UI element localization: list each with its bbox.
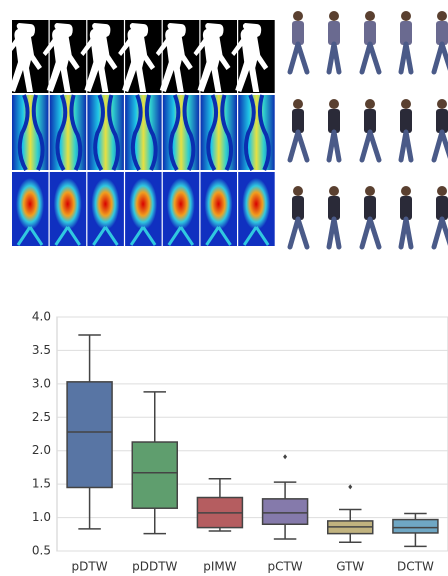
person-legs: [290, 132, 307, 160]
person-body: [328, 109, 340, 133]
box: [263, 499, 308, 524]
heat-blob: [16, 178, 44, 230]
person-body: [292, 196, 304, 220]
person-legs: [401, 132, 411, 160]
person-body: [292, 21, 304, 45]
plot-area: [57, 317, 448, 551]
person-head: [293, 11, 303, 21]
person-body: [292, 109, 304, 133]
y-tick-label: 3.0: [32, 376, 51, 390]
person-body: [400, 21, 412, 45]
person-legs: [362, 44, 379, 72]
heat-blob: [54, 178, 82, 230]
y-tick-label: 4.0: [32, 310, 51, 324]
person-legs: [401, 219, 411, 247]
person-body: [364, 109, 376, 133]
person-head: [437, 186, 447, 196]
heat-blob: [167, 178, 195, 230]
y-tick-label: 1.5: [32, 477, 51, 491]
person-head: [293, 186, 303, 196]
person-head: [437, 99, 447, 109]
person-head: [293, 99, 303, 109]
person-head: [401, 186, 411, 196]
person-head: [365, 186, 375, 196]
person-body: [400, 196, 412, 220]
box: [132, 442, 177, 508]
x-tick-label: GTW: [336, 560, 364, 574]
heat-blob: [91, 178, 119, 230]
person-body: [364, 196, 376, 220]
x-tick-label: pIMW: [203, 560, 237, 574]
person-legs: [401, 44, 411, 72]
person-head: [401, 11, 411, 21]
person-body: [328, 196, 340, 220]
box: [67, 382, 112, 488]
image-panels: [5, 11, 448, 247]
person-legs: [329, 219, 339, 247]
person-legs: [434, 132, 448, 160]
page: {"chart_data": {"type": "box", "categori…: [0, 0, 448, 576]
y-tick-label: 0.5: [32, 544, 51, 558]
person-legs: [329, 132, 339, 160]
person-head: [329, 99, 339, 109]
person-legs: [329, 44, 339, 72]
heat-blob: [242, 178, 270, 230]
y-tick-label: 2.0: [32, 443, 51, 457]
figure: 0.5 1.0 1.5 2.0 2.5 3.0 3.5 4.0 pDTW pDDTW pIMW pCT…: [0, 0, 448, 576]
y-tick-label: 2.5: [32, 410, 51, 424]
heat-blob: [205, 178, 233, 230]
person-head: [329, 186, 339, 196]
person-head: [401, 99, 411, 109]
person-head: [365, 11, 375, 21]
person-head: [329, 11, 339, 21]
person-legs: [362, 132, 379, 160]
person-legs: [290, 44, 307, 72]
person-body: [436, 21, 448, 45]
y-tick-label: 1.0: [32, 510, 51, 524]
x-tick-label: pDTW: [72, 560, 108, 574]
person-body: [328, 21, 340, 45]
person-head: [437, 11, 447, 21]
x-tick-label: pDDTW: [132, 560, 177, 574]
person-legs: [362, 219, 379, 247]
person-body: [436, 196, 448, 220]
person-body: [364, 21, 376, 45]
person-legs: [434, 219, 448, 247]
person-head: [365, 99, 375, 109]
box: [393, 520, 438, 533]
x-tick-label: DCTW: [397, 560, 434, 574]
person-body: [400, 109, 412, 133]
person-body: [436, 109, 448, 133]
person-legs: [434, 44, 448, 72]
box-plot: 0.5 1.0 1.5 2.0 2.5 3.0 3.5 4.0 pDTW pDDTW pIMW pCT…: [32, 310, 448, 574]
person-legs: [290, 219, 307, 247]
x-tick-label: pCTW: [267, 560, 302, 574]
heat-blob: [129, 178, 157, 230]
y-tick-label: 3.5: [32, 343, 51, 357]
